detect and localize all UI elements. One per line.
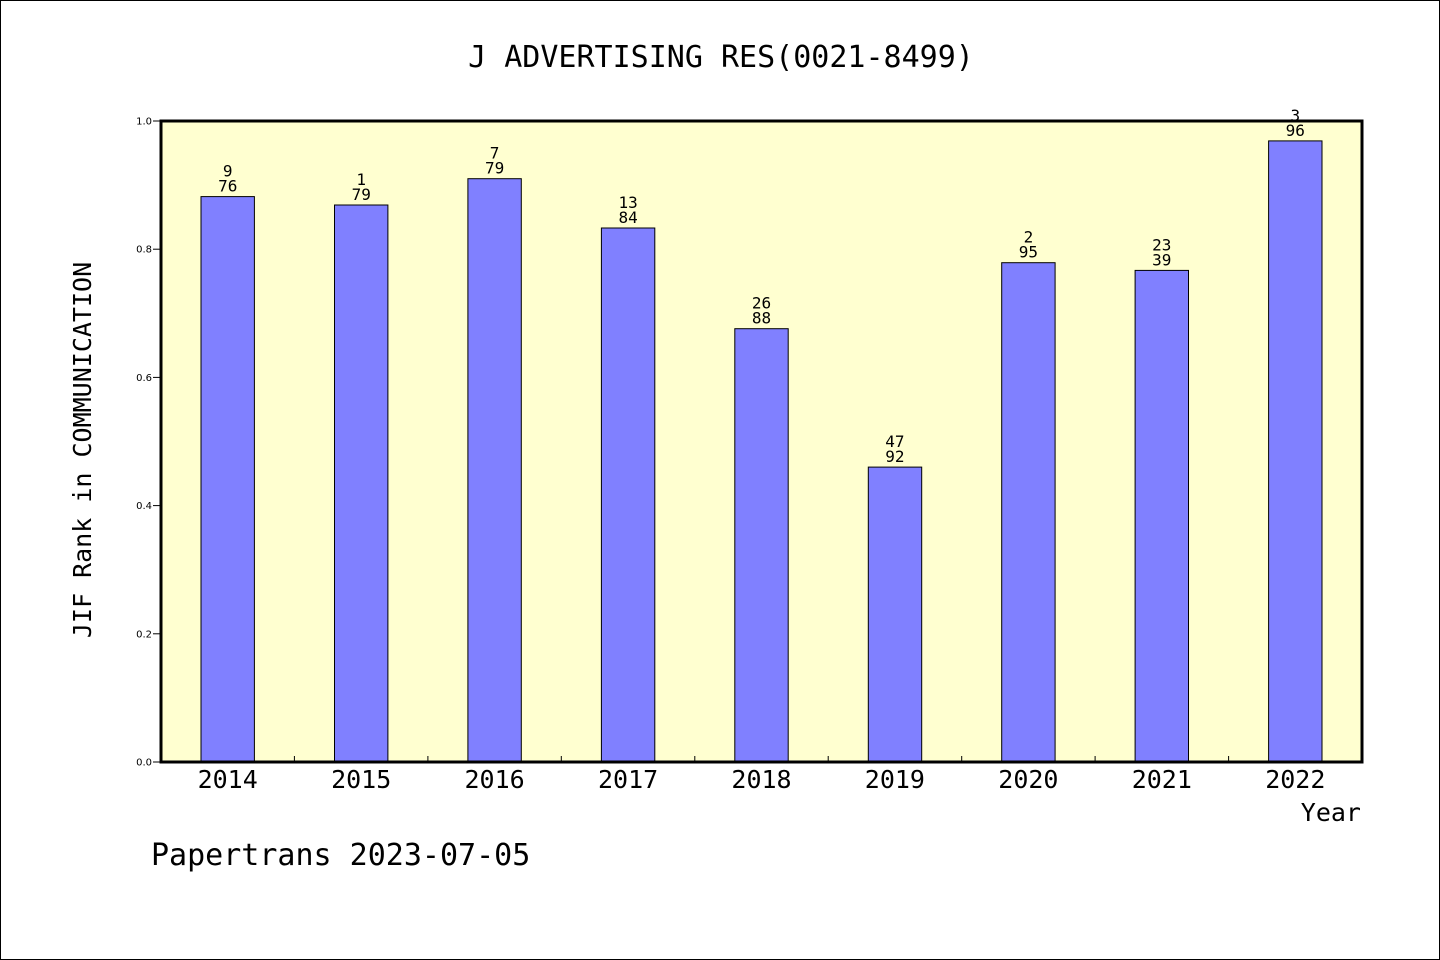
bar-rank-label: 26 — [752, 294, 771, 313]
bar-total-label: 39 — [1152, 250, 1171, 269]
x-tick-label: 2020 — [998, 765, 1058, 794]
x-axis-categories: 2014 2015 2016 2017 2018 2019 2020 2021 2022 — [198, 765, 1326, 794]
x-tick-label: 2016 — [464, 765, 524, 794]
bar-total-label: 92 — [885, 447, 904, 466]
bar-rank-label: 23 — [1152, 235, 1171, 254]
bar-total-label: 88 — [752, 309, 771, 328]
bar-rank-label: 13 — [618, 193, 637, 212]
bar-rank-label: 3 — [1290, 106, 1300, 125]
y-tick-label: 1.0 — [136, 117, 152, 128]
x-tick-label: 2018 — [731, 765, 791, 794]
x-tick-label: 2017 — [598, 765, 658, 794]
bar-2016 — [467, 178, 522, 763]
chart-title: J ADVERTISING RES(0021-8499) — [468, 40, 974, 75]
bar-total-label: 76 — [218, 177, 237, 196]
bar-rank-label: 47 — [885, 432, 904, 451]
bar-rank-label: 1 — [356, 170, 366, 189]
bar-total-label: 79 — [485, 159, 504, 178]
bar-2018 — [734, 328, 789, 763]
bar-2021 — [1134, 269, 1189, 763]
x-tick-label: 2019 — [865, 765, 925, 794]
bar-total-label: 95 — [1019, 243, 1038, 262]
y-axis-title: JIF Rank in COMMUNICATION — [68, 262, 97, 638]
bar-2014 — [200, 196, 255, 763]
y-tick-label: 0.0 — [136, 758, 152, 769]
y-tick-label: 0.2 — [136, 629, 152, 640]
bar-rank-label: 9 — [223, 162, 233, 181]
bar-total-label: 79 — [352, 185, 371, 204]
bar-2020 — [1001, 262, 1056, 763]
bar-total-label: 84 — [618, 208, 637, 227]
x-tick-label: 2015 — [331, 765, 391, 794]
bars-layer — [200, 140, 1323, 763]
y-tick-label: 0.6 — [136, 373, 152, 384]
x-tick-label: 2021 — [1132, 765, 1192, 794]
plot-border — [159, 119, 1364, 764]
x-axis-title: Year — [1301, 798, 1361, 827]
bar-2022 — [1268, 140, 1323, 763]
x-tick-label: 2014 — [198, 765, 258, 794]
x-tick-label: 2022 — [1265, 765, 1325, 794]
bar-2015 — [334, 204, 389, 763]
bar-rank-label: 2 — [1024, 228, 1034, 247]
y-tick-label: 0.4 — [136, 501, 152, 512]
footer-text: Papertrans 2023-07-05 — [151, 838, 530, 873]
y-tick-label: 0.8 — [136, 245, 152, 256]
bar-2017 — [600, 227, 656, 763]
bar-rank-label: 7 — [490, 144, 500, 163]
bar-2019 — [867, 466, 923, 763]
bar-total-label: 96 — [1286, 121, 1305, 140]
